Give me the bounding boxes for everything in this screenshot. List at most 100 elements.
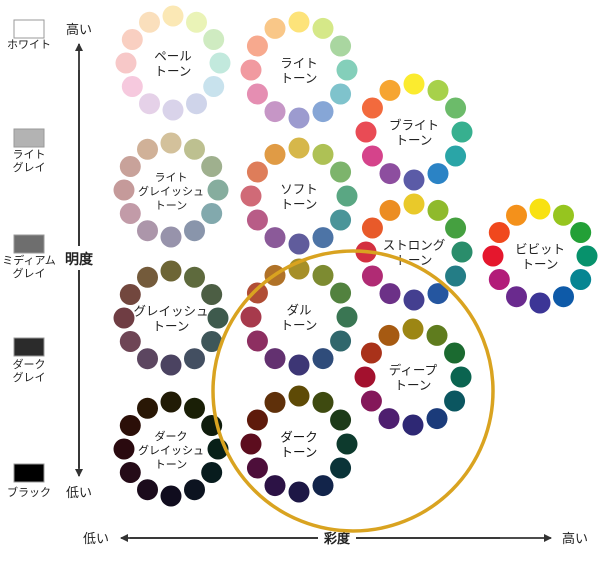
color-dot <box>119 203 141 224</box>
color-dot <box>403 169 425 191</box>
color-dot <box>119 415 141 436</box>
color-dot <box>312 264 334 286</box>
color-dot <box>240 306 262 328</box>
color-dot <box>201 331 223 352</box>
color-dot <box>137 266 158 288</box>
color-dot <box>445 97 467 119</box>
color-dot <box>207 179 229 201</box>
gray-swatch-label: ダーク <box>13 357 46 371</box>
tone-wheel-label: ダル <box>286 303 311 318</box>
color-dot <box>361 217 383 239</box>
color-dot <box>427 283 449 305</box>
color-dot <box>378 324 400 346</box>
tone-wheel-label: トーン <box>155 199 187 212</box>
tone-wheel-label: グレイッシュ <box>133 304 208 319</box>
color-dot <box>288 233 310 255</box>
color-dot <box>186 11 207 33</box>
color-dot <box>336 185 358 207</box>
color-dot <box>445 265 467 287</box>
gray-swatch-label: ブラック <box>7 485 51 499</box>
color-dot <box>427 163 449 185</box>
color-dot <box>209 52 231 74</box>
color-dot <box>246 209 268 231</box>
color-dot <box>445 145 467 167</box>
color-dot <box>246 83 268 105</box>
color-dot <box>201 284 223 305</box>
gray-swatch-label: ホワイト <box>7 38 51 51</box>
color-dot <box>184 266 205 288</box>
color-dot <box>379 79 401 101</box>
color-dot <box>553 204 574 226</box>
color-dot <box>264 101 286 123</box>
color-dot <box>246 161 268 183</box>
color-dot <box>402 414 424 436</box>
color-dot <box>288 11 310 33</box>
color-dot <box>379 199 401 221</box>
color-dot <box>379 283 401 305</box>
tone-wheel-label: ダーク <box>155 429 188 443</box>
color-dot <box>312 101 334 123</box>
horizontal-axis-label: 彩度 <box>323 531 351 547</box>
horizontal-axis: 彩度 低い 高い <box>83 529 588 547</box>
color-dot <box>506 204 527 226</box>
color-dot <box>330 282 352 304</box>
color-dot <box>488 222 510 243</box>
tone-wheel-label: ダーク <box>280 430 318 445</box>
color-dot <box>330 83 352 105</box>
color-dot <box>240 59 262 81</box>
color-dot <box>201 156 223 177</box>
horizontal-axis-label-bg <box>318 529 356 547</box>
color-dot <box>360 342 382 364</box>
color-dot <box>160 260 182 282</box>
color-dot <box>529 198 551 220</box>
color-dot <box>426 408 448 430</box>
color-dot <box>553 286 574 308</box>
color-dot <box>184 397 205 419</box>
color-dot <box>403 289 425 311</box>
gray-swatch: ホワイト <box>7 19 51 51</box>
gray-swatch-box <box>13 463 45 483</box>
tone-wheel-label: ビビット <box>515 242 565 257</box>
color-dot <box>119 331 141 352</box>
gray-swatch: ブラック <box>7 463 51 499</box>
color-dot <box>184 348 205 370</box>
color-dot <box>482 245 504 267</box>
color-dot <box>201 203 223 224</box>
color-dot <box>264 391 286 413</box>
color-dot <box>354 366 376 388</box>
gray-swatch-box <box>13 337 45 357</box>
color-dot <box>137 397 158 419</box>
color-dot <box>246 330 268 352</box>
color-dot <box>119 284 141 305</box>
color-dot <box>403 73 425 95</box>
tone-wheel-label: トーン <box>522 257 559 272</box>
tone-wheel-label: ストロング <box>383 238 446 253</box>
color-dot <box>330 409 352 431</box>
color-dot <box>162 5 184 27</box>
tone-wheel-label: グレイッシュ <box>138 184 204 198</box>
color-dot <box>201 462 223 483</box>
tone-wheel-label: トーン <box>281 197 318 212</box>
tone-wheel-label: トーン <box>396 253 433 268</box>
vertical-axis: 明度 高い 低い <box>62 22 96 501</box>
tone-wheel-label: トーン <box>281 318 318 333</box>
color-dot <box>139 11 160 33</box>
gray-swatch-label: ライト <box>13 148 46 161</box>
color-dot <box>240 185 262 207</box>
tone-wheel-label: トーン <box>281 71 318 86</box>
tone-wheel-label: グレイッシュ <box>138 443 204 457</box>
color-dot <box>330 330 352 352</box>
color-dot <box>137 479 158 501</box>
color-dot <box>160 226 182 248</box>
color-dot <box>288 107 310 129</box>
color-dot <box>444 390 466 412</box>
color-dot <box>264 475 286 497</box>
color-dot <box>264 143 286 165</box>
